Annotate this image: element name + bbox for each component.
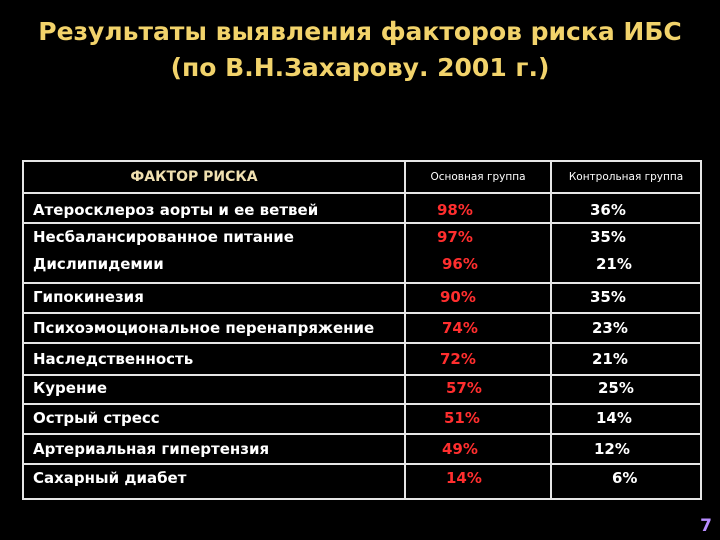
control-group-value: 25% <box>598 379 634 397</box>
table-cell-bg <box>552 465 700 498</box>
control-group-value: 12% <box>594 440 630 458</box>
table-cell-bg <box>24 194 404 222</box>
table-cell-bg <box>24 405 404 433</box>
risk-factor-table: ФАКТОР РИСКА Основная группа Контрольная… <box>22 160 702 500</box>
slide-title: Результаты выявления факторов риска ИБС … <box>0 14 720 86</box>
control-group-value: 14% <box>596 409 632 427</box>
table-cell-bg <box>406 224 550 282</box>
header-factor-label: ФАКТОР РИСКА <box>130 169 258 185</box>
control-group-value: 21% <box>592 350 628 368</box>
header-main-group-label: Основная группа <box>430 171 526 183</box>
main-group-value: 72% <box>440 350 476 368</box>
table-cell-bg <box>24 465 404 498</box>
table-cell-bg <box>552 344 700 374</box>
main-group-value: 96% <box>442 255 478 273</box>
table-cell-bg <box>406 465 550 498</box>
header-control-group-label: Контрольная группа <box>568 171 684 183</box>
table-cell-bg <box>552 224 700 282</box>
factor-name: Курение <box>33 379 107 397</box>
factor-name: Несбалансированное питание <box>33 228 294 246</box>
title-line-2: (по В.Н.Захарову. 2001 г.) <box>170 53 550 82</box>
table-cell-bg <box>552 194 700 222</box>
main-group-value: 49% <box>442 440 478 458</box>
table-cell-bg <box>406 376 550 403</box>
control-group-value: 21% <box>596 255 632 273</box>
table-cell-bg <box>406 344 550 374</box>
main-group-value: 97% <box>437 228 473 246</box>
header-control-group: Контрольная группа <box>552 162 700 192</box>
table-cell-bg <box>24 344 404 374</box>
factor-name: Артериальная гипертензия <box>33 440 270 458</box>
header-factor: ФАКТОР РИСКА <box>24 162 404 192</box>
factor-name: Дислипидемии <box>33 255 164 273</box>
table-cell-bg <box>24 224 404 282</box>
main-group-value: 74% <box>442 319 478 337</box>
main-group-value: 90% <box>440 288 476 306</box>
table-cell-bg <box>552 376 700 403</box>
table-cell-bg <box>406 435 550 463</box>
table-cell-bg <box>552 314 700 342</box>
main-group-value: 98% <box>437 201 473 219</box>
page-number: 7 <box>700 516 712 536</box>
header-main-group: Основная группа <box>406 162 550 192</box>
table-cell-bg <box>552 405 700 433</box>
table-cell-bg <box>552 284 700 312</box>
control-group-value: 6% <box>612 469 638 487</box>
table-cell-bg <box>406 284 550 312</box>
factor-name: Гипокинезия <box>33 288 144 306</box>
control-group-value: 23% <box>592 319 628 337</box>
main-group-value: 57% <box>446 379 482 397</box>
main-group-value: 51% <box>444 409 480 427</box>
table-cell-bg <box>24 376 404 403</box>
table-cell-bg <box>552 435 700 463</box>
table-cell-bg <box>406 405 550 433</box>
factor-name: Сахарный диабет <box>33 469 187 487</box>
control-group-value: 35% <box>590 288 626 306</box>
table-cell-bg <box>24 435 404 463</box>
main-group-value: 14% <box>446 469 482 487</box>
factor-name: Острый стресс <box>33 409 160 427</box>
factor-name: Психоэмоциональное перенапряжение <box>33 319 375 337</box>
table-cell-bg <box>24 284 404 312</box>
factor-name: Наследственность <box>33 350 194 368</box>
table-cell-bg <box>406 314 550 342</box>
control-group-value: 36% <box>590 201 626 219</box>
factor-name: Атеросклероз аорты и ее ветвей <box>33 201 319 219</box>
table-cell-bg <box>406 194 550 222</box>
control-group-value: 35% <box>590 228 626 246</box>
table-cell-bg <box>24 314 404 342</box>
title-line-1: Результаты выявления факторов риска ИБС <box>38 17 682 46</box>
